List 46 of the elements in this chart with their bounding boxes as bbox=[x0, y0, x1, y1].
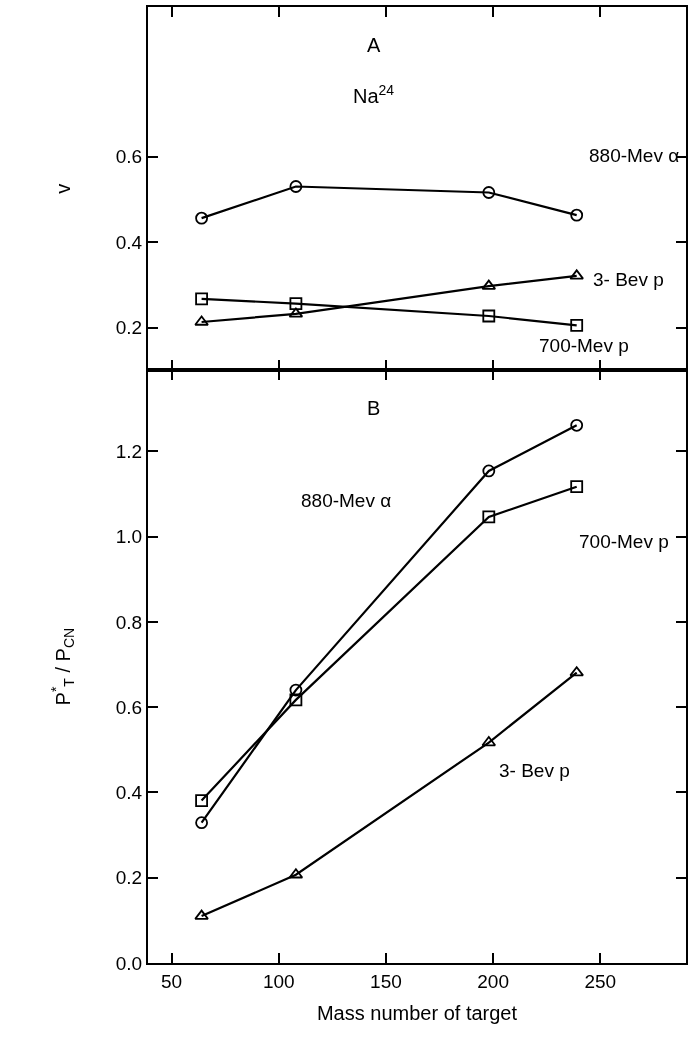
series-label: 3- Bev p bbox=[499, 760, 570, 781]
point bbox=[482, 186, 496, 199]
point bbox=[482, 309, 496, 323]
x-tick-label: 150 bbox=[370, 970, 402, 992]
point bbox=[570, 480, 584, 494]
series-label: 3- Bev p bbox=[593, 269, 664, 290]
y-tick-label: 1.2 bbox=[115, 440, 143, 462]
point bbox=[289, 683, 303, 697]
point bbox=[570, 418, 584, 432]
point bbox=[195, 816, 208, 830]
point bbox=[195, 794, 208, 807]
y-tick-label: 0.6 bbox=[115, 146, 143, 168]
point bbox=[195, 292, 208, 306]
point bbox=[569, 269, 584, 280]
y-tick-label: 0.0 bbox=[115, 952, 143, 974]
legend-label: 700-Mev p bbox=[579, 531, 669, 552]
y-tick-label: 0.2 bbox=[115, 867, 143, 889]
point bbox=[482, 510, 496, 524]
point bbox=[194, 909, 209, 920]
text: 880-Mev α bbox=[301, 490, 392, 511]
x-tick-label: 100 bbox=[262, 970, 295, 992]
annotation: A bbox=[367, 34, 381, 56]
x-tick-label: 200 bbox=[477, 970, 509, 992]
point bbox=[195, 211, 208, 225]
annotation: Na$^{24}$ bbox=[353, 82, 395, 108]
legend-label: 880-Mev α bbox=[589, 145, 680, 166]
y-tick-label: 0.4 bbox=[115, 782, 143, 804]
y-tick-label: 0.2 bbox=[115, 317, 143, 339]
point bbox=[482, 464, 496, 478]
y-tick-label: 1.0 bbox=[115, 526, 143, 548]
point bbox=[289, 180, 303, 193]
point bbox=[569, 666, 584, 677]
point bbox=[289, 693, 303, 707]
point bbox=[570, 208, 584, 222]
y-axis-title: v bbox=[51, 183, 74, 194]
series-label: 700-Mev p bbox=[539, 335, 629, 356]
x-tick-label: 250 bbox=[584, 970, 617, 992]
y-tick-label: 0.6 bbox=[115, 696, 143, 718]
y-tick-label: 0.8 bbox=[115, 611, 143, 633]
x-tick-label: 50 bbox=[161, 970, 183, 992]
point bbox=[194, 315, 209, 326]
point bbox=[570, 319, 584, 332]
annotation: B bbox=[367, 397, 381, 419]
x-axis-title: Mass number of target bbox=[316, 1001, 518, 1024]
point bbox=[289, 297, 303, 311]
y-tick-label: 0.4 bbox=[115, 231, 143, 253]
